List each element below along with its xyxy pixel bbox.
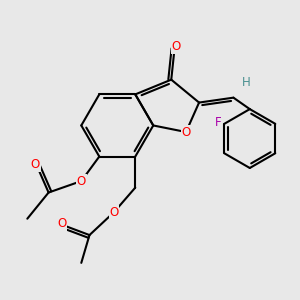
Text: O: O bbox=[110, 206, 118, 219]
Text: O: O bbox=[182, 125, 190, 139]
Text: O: O bbox=[31, 158, 40, 171]
Text: O: O bbox=[77, 175, 86, 188]
Text: O: O bbox=[172, 40, 181, 53]
Text: O: O bbox=[57, 217, 66, 230]
Text: F: F bbox=[215, 116, 222, 129]
Text: H: H bbox=[242, 76, 251, 89]
